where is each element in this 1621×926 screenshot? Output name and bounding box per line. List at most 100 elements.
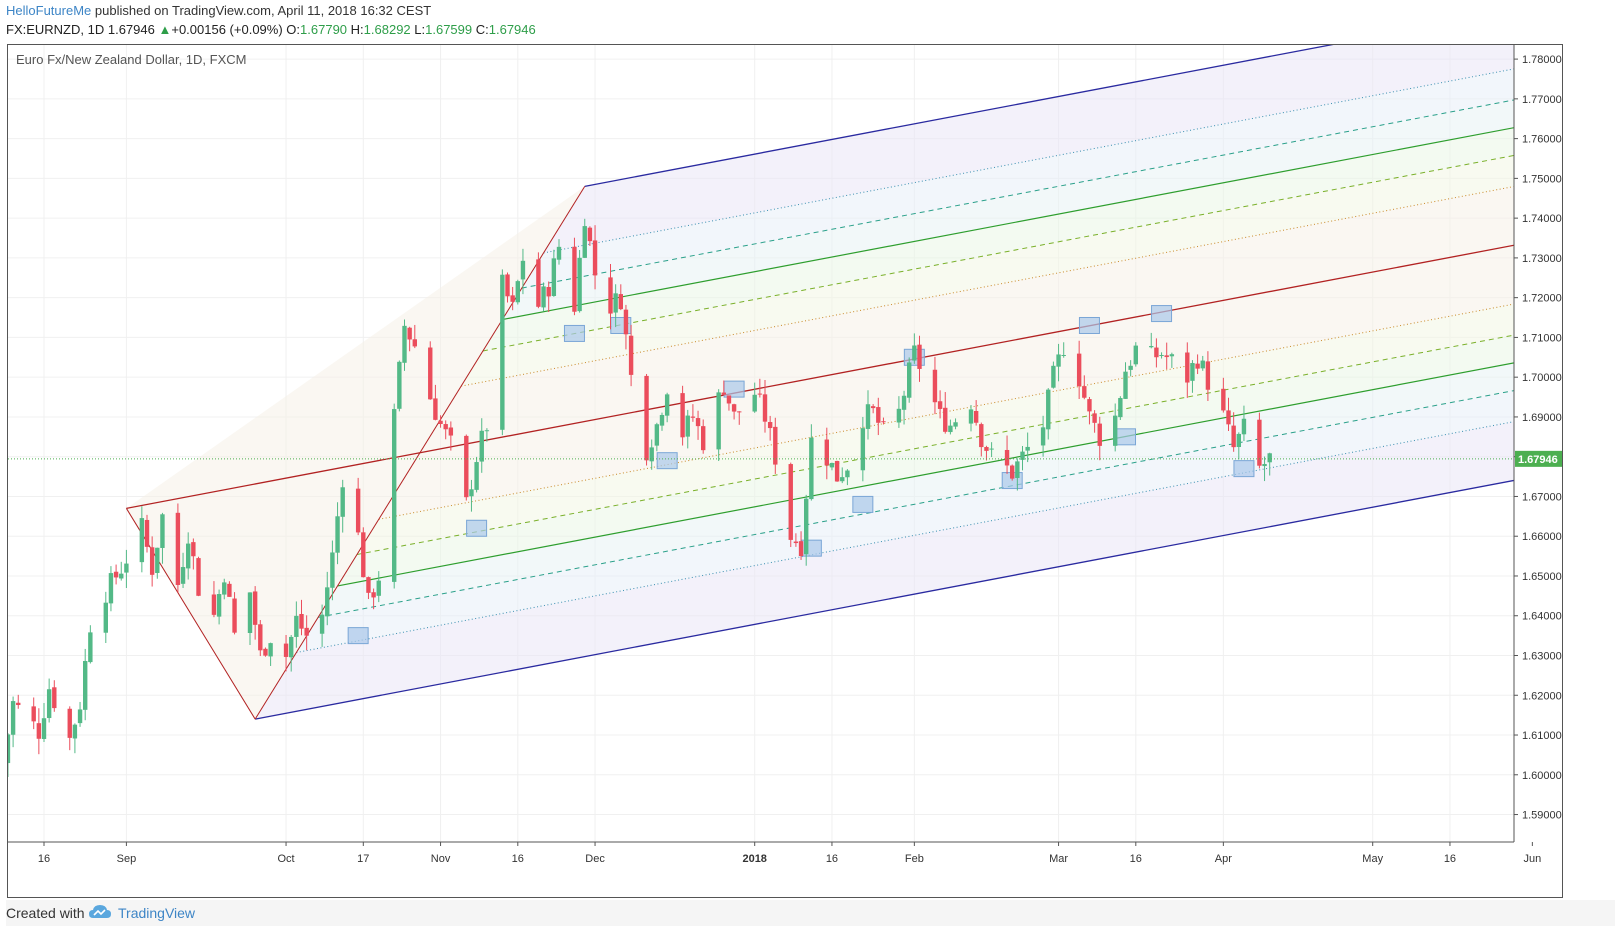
candle-body	[52, 687, 57, 709]
pitchfork-zone	[378, 245, 1514, 520]
candle-body	[762, 394, 768, 422]
chart-frame[interactable]	[7, 44, 1563, 898]
candle-body	[484, 430, 490, 432]
candle-body	[1221, 388, 1226, 411]
candle-body	[608, 277, 613, 314]
candle-body	[865, 404, 871, 429]
candle-body	[804, 498, 809, 555]
pitchfork-level-line	[584, 45, 1334, 187]
y-tick-label: 1.75000	[1522, 173, 1562, 185]
low-label: L:	[414, 22, 426, 37]
candle-body	[937, 401, 943, 409]
pitchfork-level-line	[502, 127, 1514, 321]
candle-body	[834, 460, 840, 482]
x-tick-label: 16	[1130, 853, 1142, 865]
candle-body	[258, 624, 263, 651]
pitchfork-zone	[482, 127, 1514, 351]
candle-body	[1, 763, 5, 770]
pitchfork-handle-line	[126, 452, 421, 510]
candle-body	[943, 407, 948, 432]
candle-body	[186, 543, 191, 569]
candle-body	[551, 258, 557, 296]
candle-body	[917, 344, 922, 369]
candle-body	[932, 369, 938, 403]
candle-body	[726, 395, 732, 404]
candle-body	[222, 582, 227, 595]
candle-body	[294, 615, 299, 637]
candle-body	[31, 706, 36, 722]
candle-body	[1164, 355, 1169, 358]
pitchfork-level-line	[318, 390, 1514, 618]
candle-body	[474, 462, 479, 490]
candle-body	[701, 426, 706, 451]
candle-body	[989, 448, 994, 450]
candle-body	[881, 421, 886, 423]
candle-body	[289, 636, 294, 658]
candle-body	[953, 422, 958, 427]
x-tick-label: 16	[826, 853, 838, 865]
candle-body	[798, 541, 804, 557]
candle-body	[355, 488, 361, 533]
y-tick-label: 1.76000	[1522, 134, 1562, 146]
candle-body	[1123, 371, 1128, 399]
candle-body	[1061, 354, 1066, 356]
tradingview-link[interactable]: TradingView	[118, 905, 196, 921]
x-tick-label: 17	[357, 853, 369, 865]
candle-body	[36, 723, 42, 739]
candle-body	[1149, 346, 1154, 348]
candle-body	[41, 718, 47, 739]
candle-body	[428, 347, 433, 400]
candle-body	[979, 424, 984, 448]
candle-body	[211, 594, 217, 615]
open-label: O:	[286, 22, 301, 37]
touch-marker	[852, 495, 874, 513]
touch-marker	[1115, 428, 1136, 446]
candle-body	[252, 591, 258, 625]
touch-marker	[1078, 316, 1100, 334]
candle-body	[1010, 465, 1015, 479]
candle-body	[83, 660, 88, 710]
candle-body	[1015, 461, 1020, 479]
touch-marker	[656, 452, 678, 470]
y-tick-label: 1.77000	[1522, 94, 1562, 106]
candle-body	[973, 410, 979, 423]
candle-body	[860, 428, 866, 471]
x-tick-label: Oct	[277, 853, 294, 865]
pitchfork-zone	[419, 186, 1514, 453]
candle-body	[757, 393, 763, 395]
created-with-text: Created with	[6, 905, 85, 921]
y-tick-label: 1.74000	[1522, 213, 1562, 225]
pitchfork-zone	[296, 390, 1514, 653]
candle-body	[1185, 352, 1190, 383]
x-tick-label: Sep	[117, 853, 137, 865]
candle-body	[1128, 365, 1133, 370]
candle-body	[407, 327, 412, 340]
published-text: published on TradingView.com, April 11, …	[94, 3, 432, 18]
pitchfork-zone	[461, 155, 1514, 387]
candle-body	[788, 464, 793, 540]
candle-body	[690, 416, 696, 418]
candle-body	[907, 362, 912, 398]
candle-body	[773, 426, 778, 465]
y-tick-label: 1.63000	[1522, 651, 1562, 663]
change-text: +0.00156 (+0.09%)	[171, 22, 283, 37]
y-tick-label: 1.59000	[1522, 810, 1562, 822]
pitchfork-triangle	[126, 186, 585, 720]
candle-body	[412, 339, 417, 347]
pitchfork-level-line	[482, 154, 1514, 352]
candle-body	[793, 541, 799, 544]
x-tick-label: Feb	[905, 853, 924, 865]
x-tick-label: Jun	[1523, 853, 1541, 865]
author-link[interactable]: HelloFutureMe	[6, 3, 92, 18]
candle-body	[649, 447, 654, 462]
touch-marker	[1233, 460, 1255, 478]
candle-body	[536, 259, 541, 307]
candle-body	[113, 571, 119, 578]
candle-body	[149, 547, 155, 575]
candle-body	[840, 477, 845, 482]
candle-body	[438, 420, 443, 425]
candle-body	[824, 439, 829, 466]
candle-body	[10, 701, 16, 735]
y-tick-label: 1.78000	[1522, 54, 1562, 66]
